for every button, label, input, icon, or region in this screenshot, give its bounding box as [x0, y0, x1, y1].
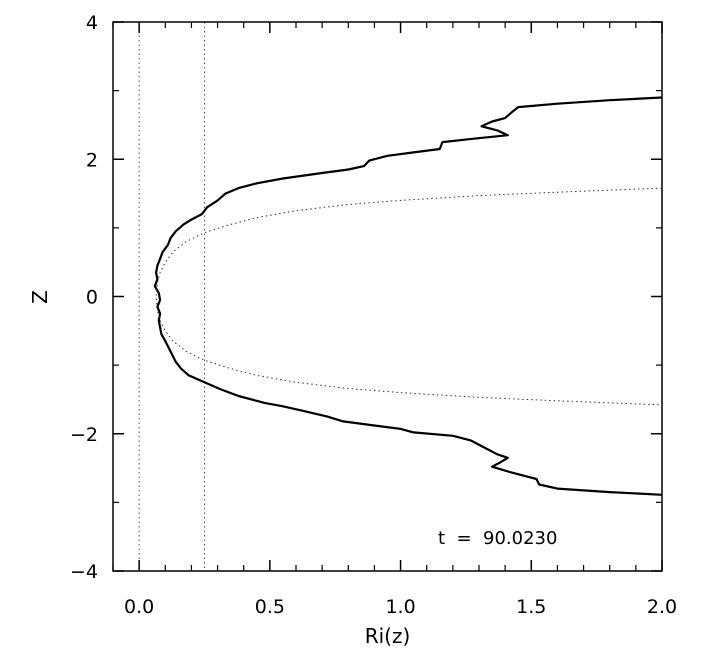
reference-lines: [138, 22, 205, 571]
x-tick-label: 2.0: [647, 596, 677, 618]
axis-ticks: [112, 21, 663, 572]
y-tick-label: 2: [86, 149, 98, 171]
y-tick-label: 0: [86, 287, 98, 309]
time-annotation: t = 90.0230: [438, 528, 557, 549]
plot-frame: [112, 21, 663, 572]
y-tick-label: −2: [70, 424, 98, 446]
x-axis-label: Ri(z): [365, 624, 411, 648]
y-tick-label: −4: [70, 561, 98, 583]
x-tick-label: 1.0: [385, 596, 415, 618]
x-tick-labels: 0.0 0.5 1.0 1.5 2.0: [124, 596, 677, 618]
x-tick-label: 0.5: [255, 596, 285, 618]
series-line-0: [153, 96, 663, 496]
y-tick-label: 4: [86, 12, 98, 34]
x-tick-label: 1.5: [516, 596, 546, 618]
y-tick-labels: −4 −2 0 2 4: [70, 12, 98, 583]
series-line-1: [155, 187, 663, 406]
y-axis-label: Z: [28, 290, 52, 304]
x-tick-label: 0.0: [124, 596, 154, 618]
series-layer: [153, 96, 663, 496]
